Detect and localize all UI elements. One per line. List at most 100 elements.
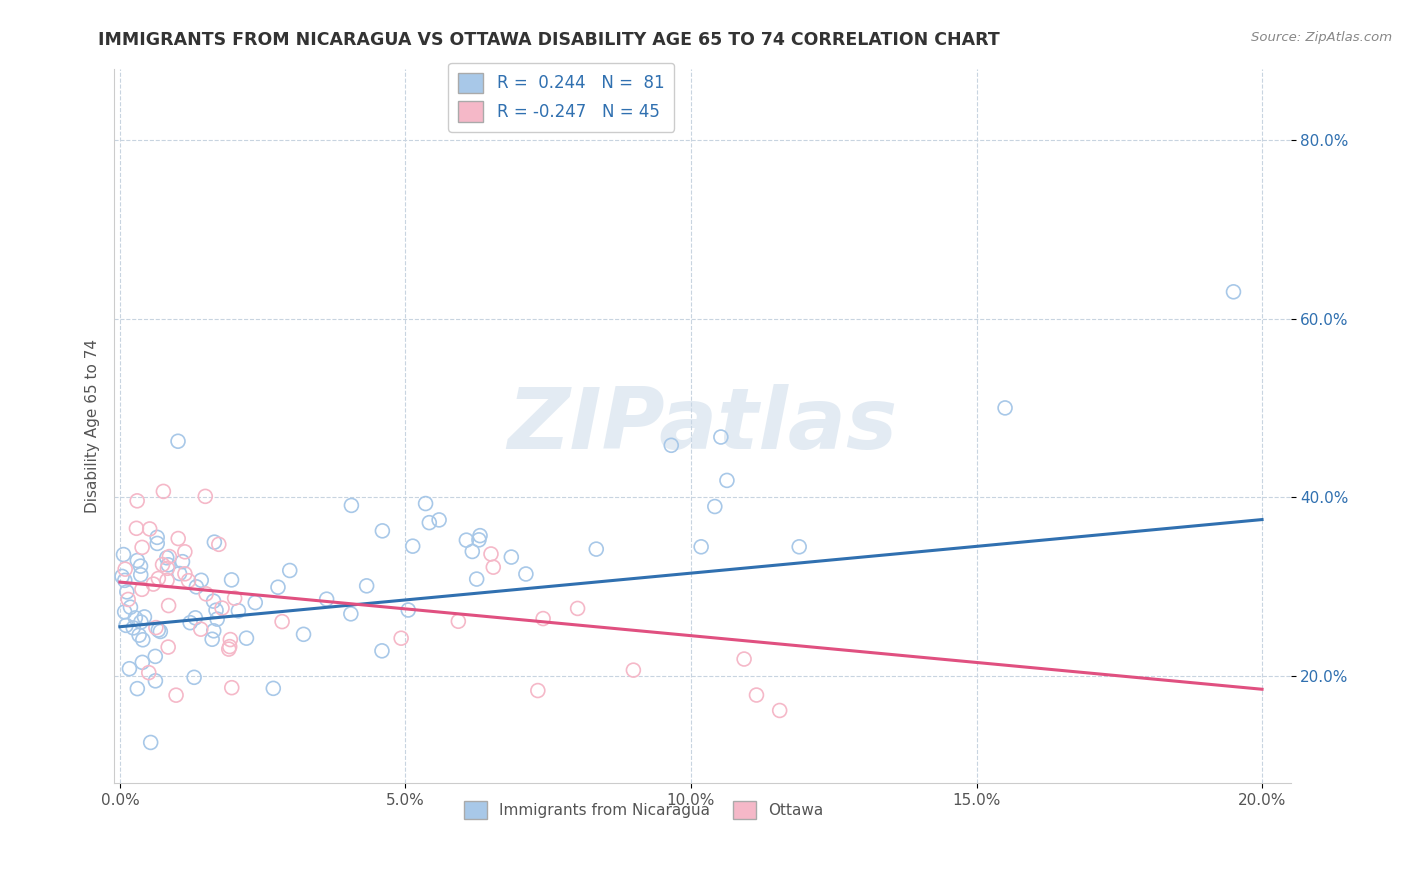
Point [659,438,682,452]
Point [190,574,212,588]
Point [124,611,146,625]
Point [447,614,470,628]
Point [157,640,180,654]
Point [157,558,180,572]
Point [112,548,135,562]
Point [205,612,228,626]
Point [118,662,141,676]
Point [114,574,136,588]
Point [156,550,179,565]
Point [117,592,139,607]
Point [156,561,179,575]
Point [125,521,148,535]
Point [221,573,243,587]
Point [157,549,180,564]
Point [134,610,156,624]
Point [177,574,200,588]
Point [195,587,218,601]
Point [131,656,153,670]
Point [218,642,240,657]
Point [787,540,810,554]
Point [202,624,225,638]
Point [402,539,425,553]
Point [145,621,167,635]
Point [418,516,440,530]
Point [527,683,550,698]
Point [131,582,153,597]
Point [219,632,242,647]
Point [201,632,224,647]
Point [585,542,607,557]
Point [396,603,419,617]
Point [152,484,174,499]
Point [465,572,488,586]
Point [468,533,491,547]
Point [228,604,250,618]
Point [202,535,225,549]
Point [156,574,179,588]
Point [120,600,142,615]
Point [235,631,257,645]
Point [340,499,363,513]
Point [173,545,195,559]
Point [148,623,170,637]
Point [769,704,792,718]
Point [114,605,136,619]
Point [515,566,537,581]
Y-axis label: Disability Age 65 to 74: Disability Age 65 to 74 [86,339,100,513]
Point [567,601,589,615]
Point [127,681,149,696]
Point [371,524,394,538]
Point [129,615,152,629]
Point [146,530,169,544]
Point [703,500,725,514]
Point [131,541,153,555]
Point [142,577,165,591]
Point [218,640,240,654]
Point [531,611,554,625]
Point [115,585,138,599]
Point [169,566,191,581]
Point [165,688,187,702]
Point [356,579,378,593]
Point [128,628,150,642]
Point [340,607,363,621]
Text: Source: ZipAtlas.com: Source: ZipAtlas.com [1251,31,1392,45]
Point [202,594,225,608]
Point [468,529,491,543]
Point [167,532,190,546]
Point [415,497,437,511]
Point [278,564,301,578]
Point [710,430,733,444]
Point [167,434,190,449]
Point [146,536,169,550]
Point [184,611,207,625]
Point [138,665,160,680]
Point [190,622,212,636]
Point [174,566,197,581]
Point [129,567,152,582]
Point [733,652,755,666]
Point [461,544,484,558]
Point [157,599,180,613]
Point [132,632,155,647]
Point [221,681,243,695]
Point [148,572,170,586]
Point [145,673,167,688]
Point [127,553,149,567]
Point [208,537,231,551]
Point [621,663,644,677]
Point [245,596,267,610]
Point [211,601,233,615]
Point [111,569,134,583]
Point [143,649,166,664]
Point [267,580,290,594]
Point [745,688,768,702]
Point [139,735,162,749]
Point [114,562,136,576]
Point [186,580,208,594]
Point [482,560,505,574]
Point [716,474,738,488]
Point [1222,285,1244,299]
Point [224,591,246,606]
